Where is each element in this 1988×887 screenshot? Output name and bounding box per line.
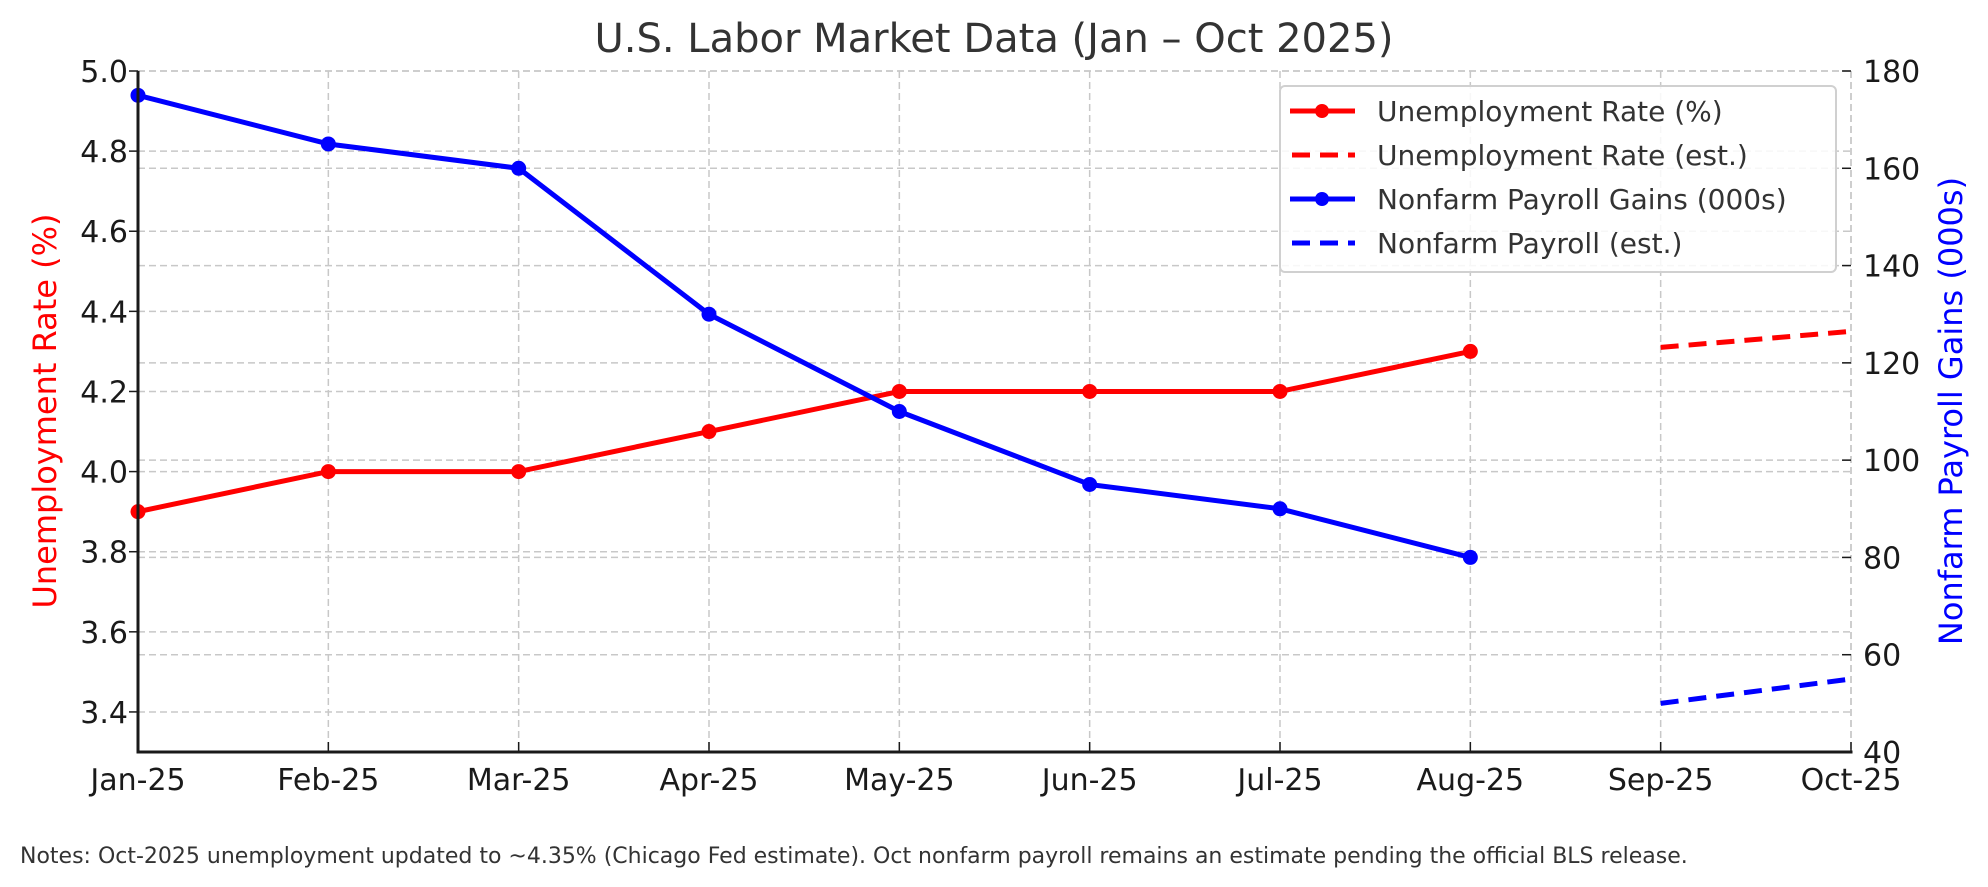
- legend-label: Unemployment Rate (%): [1377, 95, 1723, 128]
- legend-label: Nonfarm Payroll Gains (000s): [1377, 183, 1787, 216]
- right-tick-label: 140: [1863, 250, 1920, 285]
- left-tick-label: 3.6: [80, 616, 128, 651]
- x-tick-label: Oct-25: [1801, 763, 1902, 798]
- estimate-line: [1660, 676, 1852, 706]
- right-tick-label: 40: [1863, 736, 1901, 771]
- left-tick-label: 4.4: [80, 295, 128, 330]
- data-point-marker: [511, 160, 527, 176]
- x-tick-label: Jun-25: [1040, 763, 1138, 798]
- legend-item-unemployment: Unemployment Rate (%): [1290, 95, 1723, 128]
- legend-label: Nonfarm Payroll (est.): [1377, 227, 1682, 260]
- left-tick-label: 4.0: [80, 456, 128, 491]
- left-tick-label: 4.2: [80, 375, 128, 410]
- x-tick-label: Sep-25: [1608, 763, 1714, 798]
- right-tick-label: 180: [1863, 55, 1920, 90]
- series-line: [137, 92, 1471, 560]
- right-y-axis-ticks: 40 60 80 100 120 140 160 180: [1842, 55, 1920, 771]
- legend: Unemployment Rate (%) Unemployment Rate …: [1279, 85, 1837, 273]
- data-point-marker: [320, 136, 336, 152]
- data-point-marker: [891, 404, 907, 419]
- left-tick-label: 5.0: [80, 55, 128, 90]
- right-tick-label: 60: [1863, 639, 1901, 674]
- x-axis-ticks: Jan-25 Feb-25 Mar-25 Apr-25 May-25 Jun-25 Jul-…: [88, 742, 1901, 798]
- legend-item-unemployment-est: Unemployment Rate (est.): [1292, 139, 1748, 172]
- data-point-marker: [320, 464, 336, 480]
- data-point-marker: [1272, 383, 1288, 399]
- x-tick-label: Aug-25: [1417, 763, 1525, 798]
- x-tick-label: May-25: [844, 763, 955, 798]
- x-tick-label: Apr-25: [660, 763, 759, 798]
- x-tick-label: Feb-25: [277, 763, 379, 798]
- data-point-marker: [701, 424, 717, 440]
- legend-item-payroll: Nonfarm Payroll Gains (000s): [1290, 183, 1787, 216]
- x-tick-label: Mar-25: [467, 763, 571, 798]
- data-point-marker: [1082, 476, 1098, 492]
- estimate-line: [1660, 328, 1852, 350]
- legend-box: [1279, 85, 1837, 273]
- x-tick-label: Jan-25: [88, 763, 185, 798]
- series-line: [137, 348, 1471, 515]
- left-tick-label: 3.4: [80, 696, 128, 731]
- legend-marker-blue: [1315, 192, 1329, 206]
- x-tick-label: Jul-25: [1235, 763, 1322, 798]
- right-tick-label: 80: [1863, 541, 1901, 576]
- chart-title: U.S. Labor Market Data (Jan – Oct 2025): [594, 16, 1393, 62]
- data-point-marker: [701, 306, 717, 322]
- legend-marker-red: [1315, 104, 1329, 118]
- legend-item-payroll-est: Nonfarm Payroll (est.): [1292, 227, 1682, 260]
- right-tick-label: 120: [1863, 347, 1920, 382]
- left-y-axis-ticks: 3.4 3.6 3.8 4.0 4.2 4.4 4.6 4.8 5.0: [80, 55, 138, 731]
- legend-label: Unemployment Rate (est.): [1377, 139, 1748, 172]
- data-point-marker: [511, 464, 527, 480]
- right-tick-label: 100: [1863, 444, 1920, 479]
- right-tick-label: 160: [1863, 152, 1920, 187]
- data-point-marker: [891, 383, 907, 399]
- data-point-marker: [1082, 383, 1098, 399]
- left-tick-label: 3.8: [80, 536, 128, 571]
- left-axis-label: Unemployment Rate (%): [26, 213, 64, 608]
- data-point-marker: [1462, 549, 1478, 565]
- left-tick-label: 4.8: [80, 135, 128, 170]
- data-point-marker: [1272, 501, 1288, 517]
- left-tick-label: 4.6: [80, 215, 128, 250]
- right-axis-label: Nonfarm Payroll Gains (000s): [1932, 177, 1970, 645]
- plot-series: [130, 87, 1852, 706]
- footnote: Notes: Oct-2025 unemployment updated to …: [20, 844, 1688, 869]
- data-point-marker: [1462, 343, 1478, 359]
